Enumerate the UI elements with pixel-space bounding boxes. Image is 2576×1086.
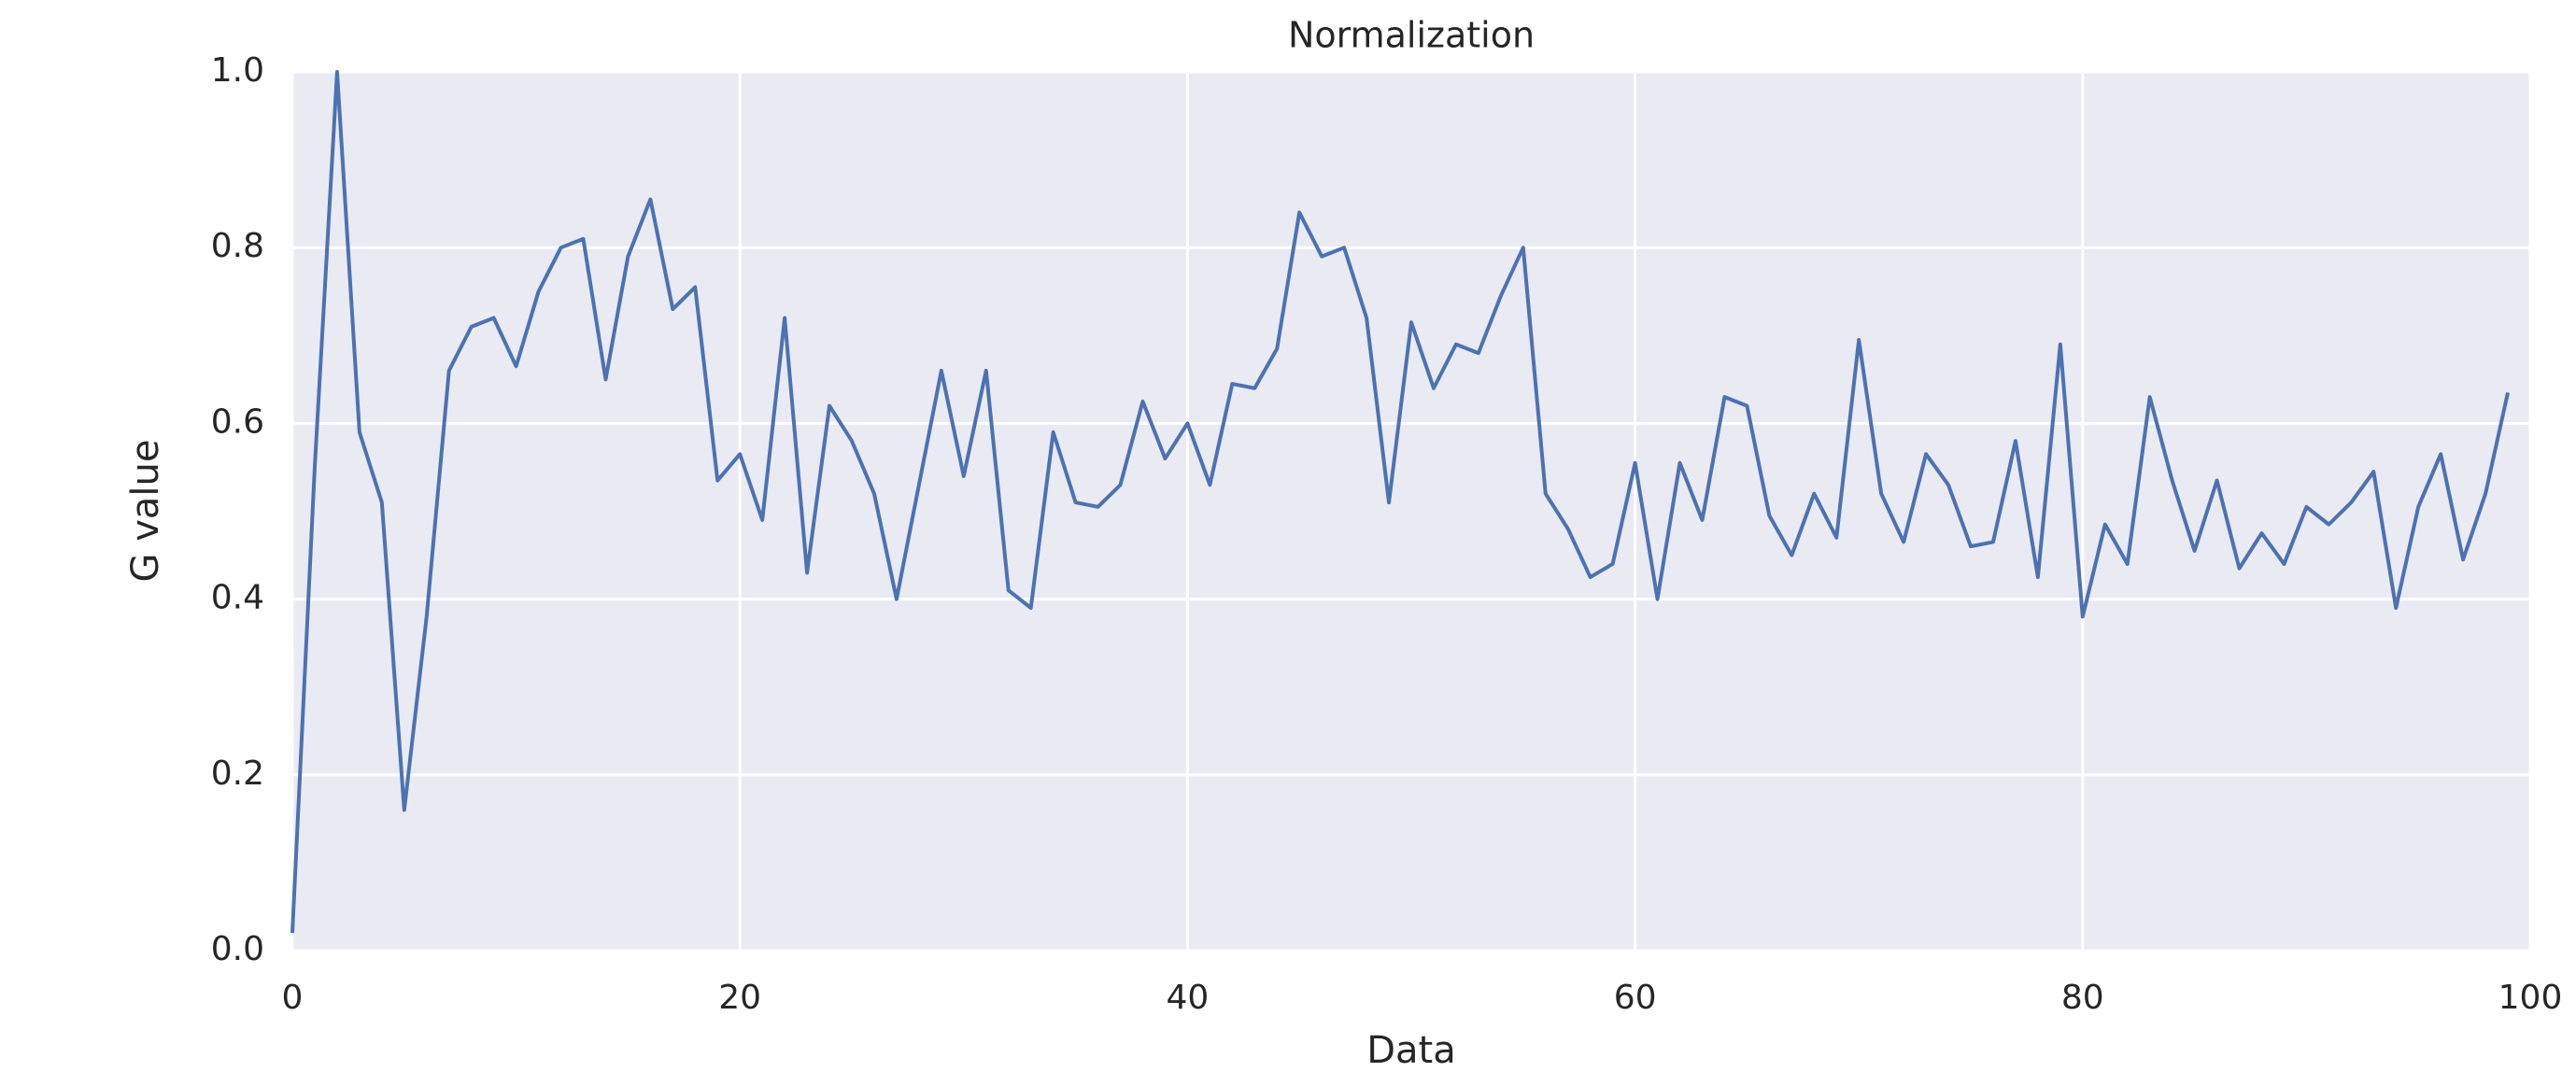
y-tick-label: 0.6 xyxy=(211,402,264,441)
grid xyxy=(290,70,2532,952)
data-line xyxy=(290,70,2510,934)
y-axis-label: G value xyxy=(124,440,167,583)
x-tick-label: 40 xyxy=(1166,979,1209,1017)
chart-title: Normalization xyxy=(1288,15,1535,56)
x-tick-label: 0 xyxy=(282,979,304,1017)
x-tick-label: 60 xyxy=(1614,979,1657,1017)
y-tick-label: 1.0 xyxy=(211,51,264,90)
x-tick-label: 100 xyxy=(2498,979,2563,1017)
y-tick-label: 0.4 xyxy=(211,579,264,617)
x-axis-label: Data xyxy=(1366,1029,1456,1072)
y-tick-label: 0.8 xyxy=(211,227,264,265)
x-tick-label: 80 xyxy=(2061,979,2104,1017)
y-tick-label: 0.0 xyxy=(211,930,264,968)
y-tick-label: 0.2 xyxy=(211,755,264,793)
plot-area xyxy=(292,72,2530,951)
x-tick-label: 20 xyxy=(718,979,761,1017)
